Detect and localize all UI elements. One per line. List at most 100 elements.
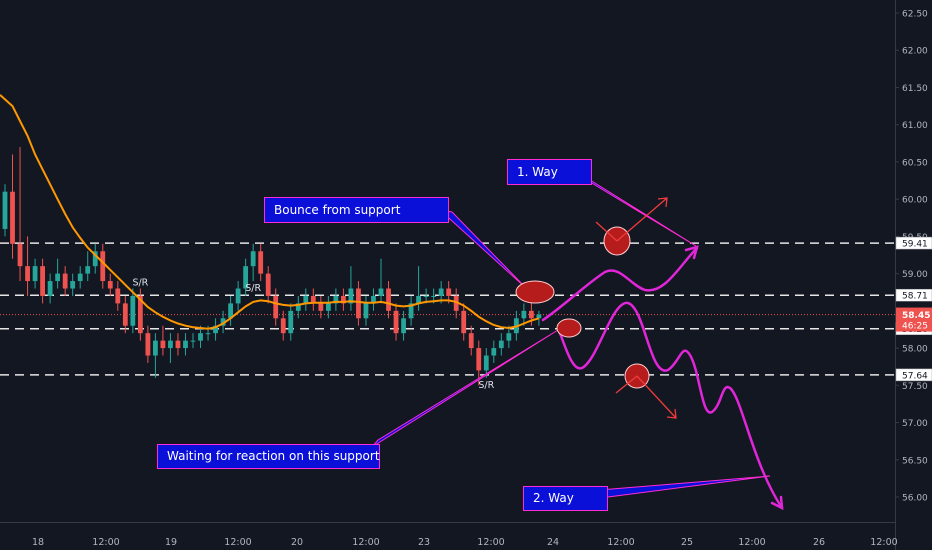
level-price-tag [895,236,932,250]
candle-body [175,340,181,349]
candle-body [431,295,437,297]
price-tick-label: 60.50 [902,158,928,168]
sr-label: S/R [478,380,494,391]
candle-body [122,303,128,326]
candle [40,258,45,304]
candle-body [265,273,271,296]
candle [310,288,316,311]
candle-body [356,288,361,319]
sr-label: S/R [245,283,261,294]
candle-body [280,318,286,334]
candle [408,295,414,326]
price-tick-label: 58.00 [902,345,928,355]
candle-body [228,303,233,319]
candle-body [10,191,15,244]
candle [461,303,467,341]
candle [47,273,53,304]
candle-body [107,281,113,289]
candle-body [483,355,489,371]
candle [137,288,143,341]
candle-body [498,340,504,349]
candle [498,333,504,356]
candle [17,147,23,282]
candle [183,333,188,356]
resistance-circle [515,280,555,304]
reaction-markers [515,197,677,419]
candle [115,281,121,311]
bar-countdown-label: 46:25 [902,322,928,332]
bullish-arrow-head [684,245,699,260]
price-tick-label: 62.50 [902,10,928,20]
candle [2,184,8,237]
candle-body [77,273,83,282]
candle-body [198,333,203,341]
waiting-pointer [371,329,559,448]
candle [175,333,181,356]
time-tick-label: 12:00 [870,537,897,548]
arrow-down-right-icon [636,375,677,419]
candle-body [386,288,391,311]
time-tick-label: 23 [418,537,430,548]
candle-body [318,303,324,311]
price-tick-label: 59.00 [902,270,928,280]
candle-body [521,310,527,319]
candle [122,295,128,334]
time-tick-label: 12:00 [224,537,251,548]
price-tick-label: 57.50 [902,382,928,392]
support-circle [556,318,582,338]
candle [228,295,233,326]
candle-body [288,310,294,334]
current-price-label: 58.45 [902,311,930,321]
candle-body [17,243,23,267]
candle-body [205,333,211,335]
candle-body [145,333,151,356]
candle-body [446,288,452,296]
candle [55,258,61,289]
candle [130,288,136,334]
candle-body [250,251,256,267]
candle [235,281,241,311]
candle [536,310,542,326]
candle-body [25,266,30,282]
candle [220,310,226,334]
time-axis: 18 12:00 19 12:00 20 12:00 23 12:00 24 12:00 25 12:… [32,537,898,548]
candle-body [55,273,61,282]
candle-body [303,295,309,304]
candle-body [461,310,467,334]
candle-body [2,191,8,229]
candle-body [32,266,38,282]
candle [318,295,324,319]
candle [288,303,294,341]
level-price-label: 58.71 [902,292,928,302]
bearish-projection-path [556,301,784,510]
price-tick-label: 56.50 [902,456,928,466]
candle-body [183,340,188,349]
candle [190,333,196,349]
candle-body [468,333,474,349]
time-tick-label: 19 [165,537,177,548]
candle-body [476,348,482,371]
candle [107,273,113,296]
price-tick-label: 60.00 [902,196,928,206]
level-price-tag [895,368,932,382]
candle [250,243,256,282]
candle [32,258,38,289]
sr-labels: S/R S/R S/R [132,278,494,391]
candle [468,325,474,356]
candle [10,154,15,259]
candle [348,266,354,311]
candle [265,266,271,304]
candle-body [506,333,512,341]
arrow-left-down-icon [615,375,638,394]
candle-body [416,295,421,304]
candle-body [243,266,249,289]
candle [295,295,301,319]
candle [213,318,218,341]
candle-body [153,340,158,356]
candle-body [100,251,106,282]
price-tick-label: 56.00 [902,494,928,504]
time-tick-label: 12:00 [477,537,504,548]
candle-body [40,266,45,296]
candle-body [529,310,534,319]
